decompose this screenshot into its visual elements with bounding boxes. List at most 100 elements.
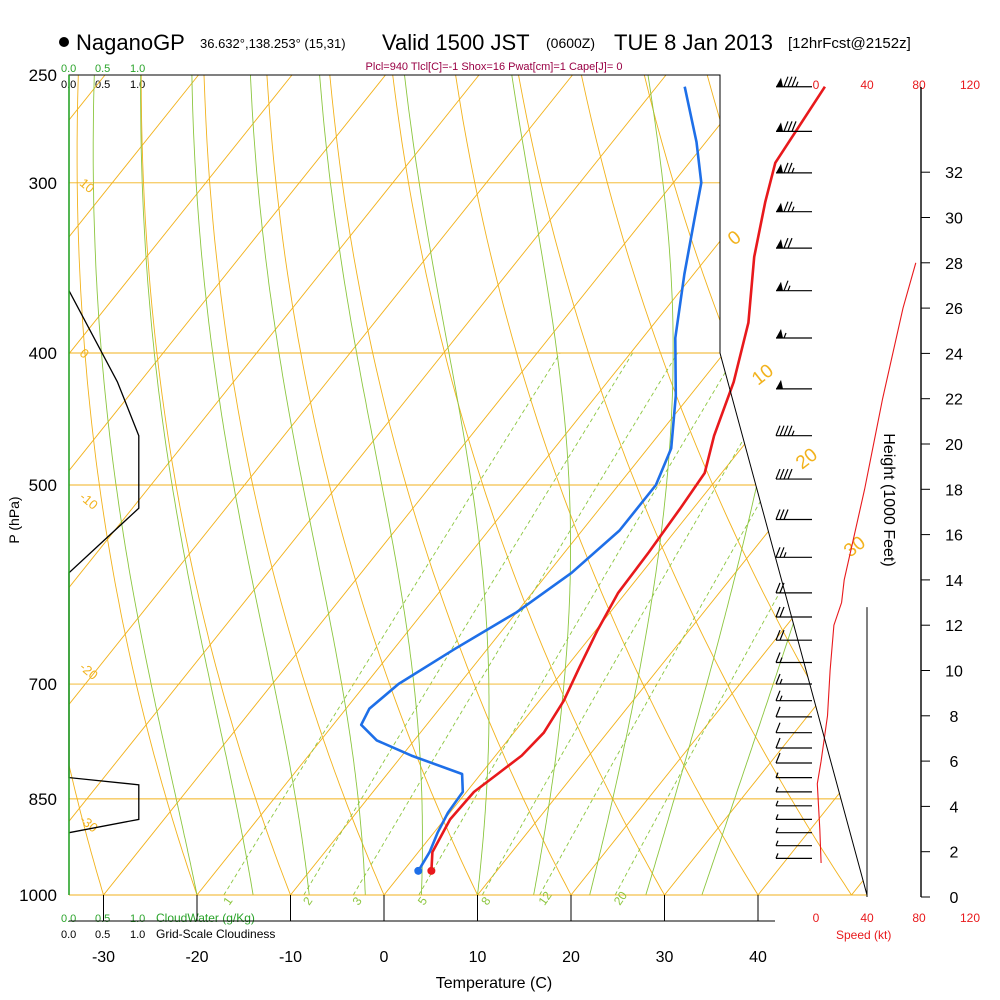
dry-adiabat-line xyxy=(69,75,113,895)
height-tick-label: 0 xyxy=(950,890,959,907)
wind-speed-profile xyxy=(816,262,917,864)
wind-barb xyxy=(776,329,812,339)
pressure-tick-label: 400 xyxy=(29,344,57,363)
wind-barb xyxy=(775,752,812,764)
moist-adiabat-line xyxy=(140,75,254,895)
moist-adiabat-label: 30 xyxy=(840,532,870,562)
dry-adiabat-line xyxy=(513,75,867,895)
cloudiness-tick-bottom-0: 0.0 xyxy=(61,929,76,941)
height-tick-label: 10 xyxy=(945,664,963,681)
isotherm-line xyxy=(69,75,293,895)
wind-barb xyxy=(775,652,812,664)
temperature-tick-label: -10 xyxy=(279,949,302,966)
wind-barb xyxy=(775,706,812,718)
wind-barb xyxy=(776,237,812,249)
chart-header: NaganoGP 36.632°,138.253° (15,31) Valid … xyxy=(59,30,911,73)
surface-dewpoint-point xyxy=(414,866,423,875)
mixing-ratio-label: 8 xyxy=(478,894,493,908)
dry-adiabat-label: -20 xyxy=(77,659,101,683)
pressure-tick-label: 250 xyxy=(29,66,57,85)
height-tick-label: 24 xyxy=(945,346,963,363)
moist-adiabat-line xyxy=(319,75,423,895)
cloudiness-profile xyxy=(68,290,140,834)
height-tick-label: 8 xyxy=(950,709,959,726)
mixing-ratio-label: 20 xyxy=(611,889,630,908)
wind-barb xyxy=(775,814,812,820)
wind-barb xyxy=(775,737,812,749)
height-tick-label: 26 xyxy=(945,301,963,318)
moist-adiabat-line xyxy=(511,75,571,895)
wind-barb xyxy=(775,509,812,521)
height-axis-title: Height (1000 Feet) xyxy=(880,433,897,566)
cloudiness-tick-bottom-2: 1.0 xyxy=(130,929,145,941)
moist-adiabat-label: 0 xyxy=(724,227,745,250)
pressure-tick-label: 850 xyxy=(29,790,57,809)
dry-adiabat-label: 10 xyxy=(77,175,98,196)
moist-adiabat-line xyxy=(92,75,198,895)
wind-barb xyxy=(775,840,812,847)
dry-adiabat-line xyxy=(327,75,587,895)
speed-tick-top-1: 40 xyxy=(860,78,874,92)
dry-adiabat-line xyxy=(389,75,682,895)
dry-adiabat-line xyxy=(824,75,867,895)
cloudwater-tick-bottom-2: 1.0 xyxy=(130,913,145,925)
cloudwater-tick-top-1: 0.5 xyxy=(95,63,110,75)
cloudwater-tick-top-2: 1.0 xyxy=(130,63,145,75)
isotherm-line xyxy=(757,75,867,895)
station-dot-icon xyxy=(59,37,69,47)
isotherm-line xyxy=(69,75,199,895)
pressure-tick-label: 300 xyxy=(29,174,57,193)
height-tick-label: 2 xyxy=(950,845,959,862)
wind-barb xyxy=(776,201,812,213)
mixing-ratio-line xyxy=(303,352,634,895)
dry-adiabat-line xyxy=(265,75,493,895)
temperature-tick-label: -20 xyxy=(185,949,208,966)
height-tick-label: 14 xyxy=(945,573,963,590)
wind-barb xyxy=(775,800,812,807)
wind-barb xyxy=(775,547,812,558)
mixing-ratio-label: 5 xyxy=(415,894,430,908)
cloudwater-tick-bottom-0: 0.0 xyxy=(61,913,76,925)
wind-barb xyxy=(776,280,812,292)
mixing-ratio-label: 1 xyxy=(220,894,235,908)
wind-barb xyxy=(775,853,812,860)
speed-tick-bottom-0: 0 xyxy=(813,911,820,925)
profile-layer xyxy=(68,76,917,875)
cloudwater-tick-top-0: 0.0 xyxy=(61,63,76,75)
y-axis-title: P (hPa) xyxy=(6,496,22,543)
temperature-tick-label: -30 xyxy=(92,949,115,966)
dry-adiabat-label: -10 xyxy=(77,489,101,513)
speed-tick-bottom-3: 120 xyxy=(960,911,980,925)
speed-label: Speed (kt) xyxy=(836,928,891,942)
isotherm-line xyxy=(664,75,867,895)
wind-barb xyxy=(775,690,812,702)
height-tick-label: 22 xyxy=(945,392,963,409)
wind-barb xyxy=(775,827,812,834)
station-coords: 36.632°,138.253° (15,31) xyxy=(200,36,346,51)
utc-time: (0600Z) xyxy=(546,35,595,51)
pressure-tick-label: 700 xyxy=(29,675,57,694)
height-tick-label: 4 xyxy=(950,799,959,816)
params-line: Plcl=940 Tlcl[C]=-1 Shox=16 Pwat[cm]=1 C… xyxy=(366,61,623,73)
wind-barb xyxy=(775,722,812,734)
height-tick-label: 20 xyxy=(945,437,963,454)
speed-tick-top-2: 80 xyxy=(912,78,926,92)
x-axis-title: Temperature (C) xyxy=(436,975,552,992)
mixing-ratio-label: 2 xyxy=(300,894,315,908)
height-tick-label: 28 xyxy=(945,256,963,273)
mixing-ratio-label: 12 xyxy=(536,889,555,908)
dry-adiabat-line xyxy=(638,75,867,895)
dry-adiabat-line xyxy=(575,75,867,895)
temperature-profile xyxy=(430,85,826,871)
isotherm-line xyxy=(851,75,867,895)
dewpoint-profile xyxy=(359,86,703,872)
speed-tick-top-0: 0 xyxy=(813,78,820,92)
height-tick-label: 32 xyxy=(945,165,963,182)
temperature-tick-label: 0 xyxy=(380,949,389,966)
moist-adiabat-line xyxy=(191,75,310,895)
surface-temperature-point xyxy=(427,866,436,875)
temperature-tick-label: 40 xyxy=(749,949,767,966)
mixing-ratio-line xyxy=(418,352,738,895)
